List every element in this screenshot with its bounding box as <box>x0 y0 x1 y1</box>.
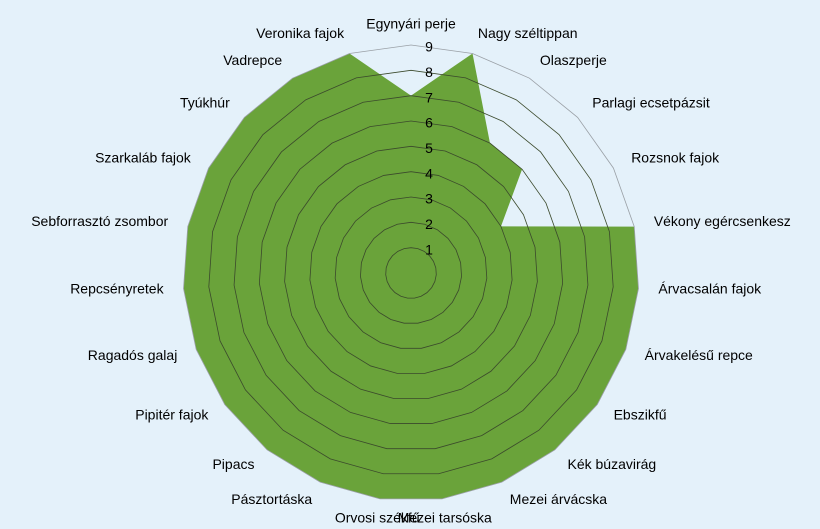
category-label: Parlagi ecsetpázsit <box>592 94 710 110</box>
tick-label: 4 <box>425 165 433 181</box>
category-label: Olaszperje <box>540 52 607 68</box>
category-label: Pásztortáska <box>231 491 312 507</box>
tick-label: 6 <box>425 115 433 131</box>
category-label: Vékony egércsenkesz <box>654 213 791 229</box>
grid-ring <box>183 44 639 500</box>
category-label: Ebszikfű <box>614 407 667 423</box>
category-label: Kék búzavirág <box>568 456 657 472</box>
tick-label: 2 <box>425 216 433 232</box>
category-label: Pipacs <box>212 456 254 472</box>
tick-label: 7 <box>425 89 433 105</box>
category-label: Szarkaláb fajok <box>95 150 192 166</box>
category-label: Tyúkhúr <box>180 94 230 110</box>
category-label: Vadrepce <box>223 52 282 68</box>
category-label: Mezei árvácska <box>510 491 607 507</box>
radar-area <box>183 53 639 499</box>
category-label: Veronika fajok <box>256 25 345 41</box>
category-label: Sebforrasztó zsombor <box>31 213 168 229</box>
grid-ring <box>233 95 589 450</box>
category-label: Árvakelésű repce <box>645 347 753 363</box>
grid-ring <box>284 145 538 399</box>
tick-label: 1 <box>425 241 433 257</box>
tick-label: 9 <box>425 39 433 55</box>
category-label: Mezei tarsóska <box>398 509 492 525</box>
grid-ring <box>309 171 513 374</box>
category-label: Ragadós galaj <box>88 347 178 363</box>
category-label: Rozsnok fajok <box>631 150 720 166</box>
grid-ring <box>208 69 614 475</box>
category-label: Nagy széltippan <box>478 25 578 41</box>
category-label: Egynyári perje <box>366 16 456 32</box>
tick-label: 5 <box>425 140 433 156</box>
tick-label: 3 <box>425 191 433 207</box>
grid-ring <box>334 196 488 349</box>
grid-ring <box>360 221 462 324</box>
category-label: Pipitér fajok <box>135 407 209 423</box>
category-label: Orvosi székfű <box>335 509 420 525</box>
category-label: Árvacsalán fajok <box>658 281 762 297</box>
category-label: Repcsényretek <box>70 281 164 297</box>
grid-ring <box>385 247 437 299</box>
grid-ring <box>258 120 564 424</box>
tick-label: 8 <box>425 64 433 80</box>
